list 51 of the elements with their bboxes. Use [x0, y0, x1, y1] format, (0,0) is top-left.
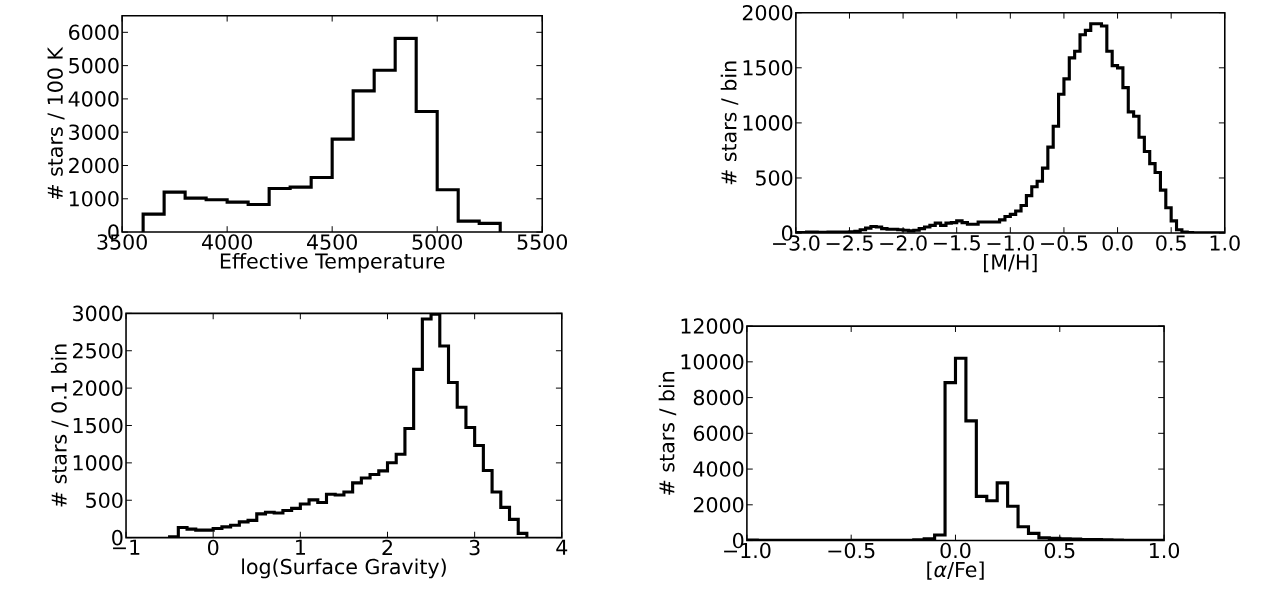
- y-axis-title: # stars / 100 K: [47, 46, 65, 199]
- y-tick-label: 4000: [68, 90, 119, 107]
- y-axis-title: # stars / bin: [658, 371, 677, 495]
- x-tick-label: 1.0: [1149, 542, 1180, 559]
- x-tick-label: −0.5: [1041, 235, 1088, 251]
- x-tick-label: −1.5: [933, 235, 980, 251]
- y-tick-label: 2500: [73, 342, 123, 359]
- x-tick-label: −2.5: [826, 235, 873, 251]
- y-axis-title: # stars / 0.1 bin: [50, 344, 69, 507]
- x-tick-label: −0.5: [828, 542, 875, 559]
- x-axis-title: log(Surface Gravity): [242, 558, 446, 579]
- y-tick-label: 500: [756, 170, 793, 186]
- y-axis-title: # stars / bin: [720, 61, 739, 185]
- y-tick-label: 10000: [681, 353, 744, 370]
- y-tick-label: 1000: [73, 454, 123, 471]
- x-tick-label: −1.0: [987, 235, 1034, 251]
- y-tick-label: 3000: [69, 124, 119, 140]
- y-tick-label: 2000: [73, 380, 123, 396]
- x-tick-label: 0.0: [1102, 235, 1133, 251]
- x-tick-label: 3: [469, 539, 480, 556]
- y-tick-label: 2000: [693, 496, 744, 513]
- x-tick-label: 4000: [201, 234, 252, 250]
- y-tick-label: 1500: [73, 417, 123, 434]
- y-tick-label: 1000: [69, 190, 119, 207]
- x-axis-title: [α/Fe]: [927, 561, 984, 580]
- y-tick-label: 5000: [69, 57, 119, 74]
- x-tick-label: 0.5: [1044, 542, 1075, 559]
- x-tick-label: −2.0: [880, 235, 927, 251]
- y-tick-label: 4000: [693, 461, 744, 477]
- y-tick-label: 2000: [69, 157, 119, 174]
- y-tick-label: 1000: [743, 114, 793, 131]
- x-tick-label: 2: [382, 539, 392, 555]
- x-tick-label: 1.0: [1210, 235, 1240, 251]
- y-tick-label: 1500: [743, 59, 793, 76]
- y-tick-label: 3000: [73, 305, 123, 321]
- x-tick-label: 4: [556, 539, 568, 555]
- x-tick-label: 0.0: [940, 542, 971, 559]
- x-tick-label: 4500: [307, 234, 357, 250]
- x-tick-label: 5500: [517, 234, 568, 250]
- x-axis-title: [M/H]: [984, 253, 1037, 273]
- y-tick-label: 6000: [69, 24, 119, 40]
- x-axis-title: Effective Temperature: [220, 252, 445, 273]
- y-tick-label: 2000: [742, 4, 793, 21]
- x-tick-label: 0: [208, 539, 219, 556]
- x-tick-label: 5000: [412, 234, 462, 250]
- y-tick-label: 6000: [693, 425, 744, 441]
- x-tick-label: 0.5: [1156, 235, 1186, 251]
- x-tick-label: 1: [296, 539, 305, 555]
- y-tick-label: 8000: [693, 389, 744, 406]
- y-tick-label: 500: [86, 492, 123, 508]
- y-tick-label: 12000: [681, 318, 744, 334]
